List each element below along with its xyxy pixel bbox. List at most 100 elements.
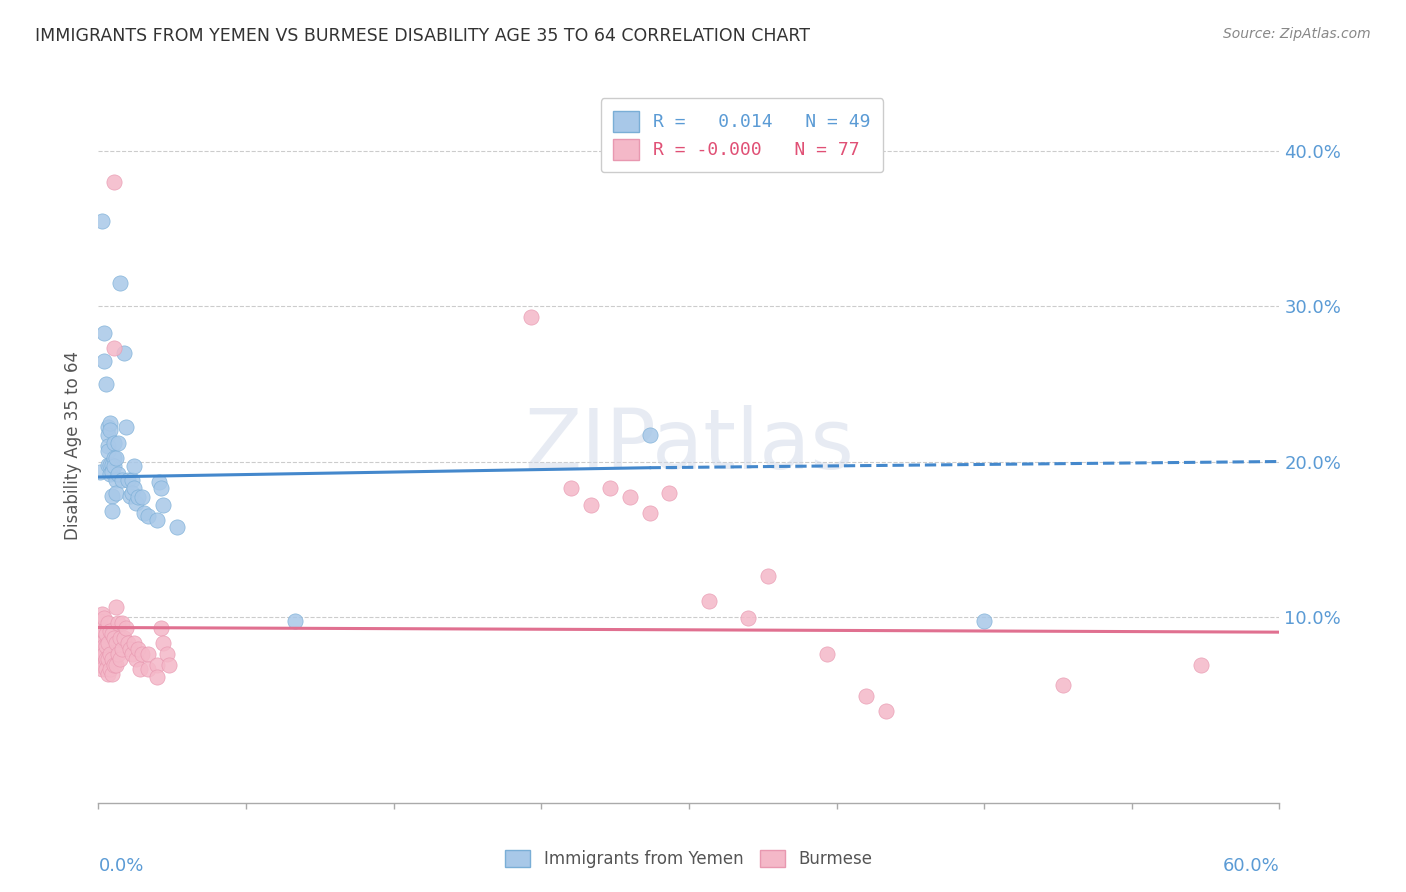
Point bbox=[108, 632, 131, 646]
Text: ZIPatlas: ZIPatlas bbox=[524, 406, 853, 486]
Point bbox=[121, 473, 143, 487]
Point bbox=[117, 473, 139, 487]
Point bbox=[105, 451, 128, 466]
Point bbox=[89, 636, 111, 650]
Point bbox=[855, 689, 877, 703]
Point bbox=[96, 662, 118, 676]
Point bbox=[101, 626, 124, 640]
Point bbox=[98, 624, 121, 638]
Point bbox=[97, 458, 120, 472]
Point bbox=[157, 657, 180, 672]
Point bbox=[284, 615, 307, 629]
Point bbox=[107, 436, 129, 450]
Point bbox=[136, 508, 159, 523]
Point bbox=[93, 611, 115, 625]
Point bbox=[105, 600, 128, 615]
Point bbox=[101, 458, 124, 472]
Point bbox=[115, 420, 138, 434]
Point bbox=[91, 636, 114, 650]
Point bbox=[117, 636, 139, 650]
Legend: Immigrants from Yemen, Burmese: Immigrants from Yemen, Burmese bbox=[499, 843, 879, 875]
Point bbox=[128, 662, 150, 676]
Point bbox=[98, 416, 121, 430]
Point bbox=[101, 504, 124, 518]
Point bbox=[122, 481, 145, 495]
Point bbox=[97, 667, 120, 681]
Point bbox=[619, 490, 641, 504]
Point bbox=[98, 467, 121, 481]
Point bbox=[97, 420, 120, 434]
Point bbox=[560, 481, 582, 495]
Point bbox=[131, 647, 153, 661]
Point bbox=[91, 214, 114, 228]
Point bbox=[101, 651, 124, 665]
Point bbox=[127, 490, 149, 504]
Point bbox=[93, 639, 115, 653]
Point bbox=[97, 439, 120, 453]
Legend: R =   0.014   N = 49, R = -0.000   N = 77: R = 0.014 N = 49, R = -0.000 N = 77 bbox=[600, 98, 883, 172]
Point bbox=[756, 569, 779, 583]
Point bbox=[89, 651, 111, 665]
Point bbox=[127, 642, 149, 657]
Point bbox=[101, 667, 124, 681]
Text: 60.0%: 60.0% bbox=[1223, 857, 1279, 875]
Point bbox=[146, 657, 169, 672]
Point bbox=[121, 647, 143, 661]
Point bbox=[107, 615, 129, 630]
Point bbox=[96, 639, 118, 653]
Point bbox=[103, 451, 125, 466]
Point bbox=[103, 341, 125, 355]
Y-axis label: Disability Age 35 to 64: Disability Age 35 to 64 bbox=[65, 351, 83, 541]
Point bbox=[93, 326, 115, 340]
Point bbox=[89, 657, 111, 672]
Point bbox=[115, 620, 138, 634]
Point bbox=[131, 490, 153, 504]
Point bbox=[118, 642, 141, 657]
Point bbox=[103, 632, 125, 646]
Point bbox=[96, 651, 118, 665]
Point bbox=[91, 620, 114, 634]
Point bbox=[152, 636, 174, 650]
Point bbox=[973, 615, 995, 629]
Point bbox=[98, 424, 121, 438]
Point bbox=[93, 647, 115, 661]
Point bbox=[93, 353, 115, 368]
Point bbox=[96, 626, 118, 640]
Point bbox=[125, 496, 148, 510]
Point bbox=[150, 620, 173, 634]
Point bbox=[91, 607, 114, 621]
Point bbox=[107, 647, 129, 661]
Point bbox=[1189, 657, 1212, 672]
Point bbox=[125, 651, 148, 665]
Point bbox=[97, 651, 120, 665]
Point bbox=[148, 475, 170, 489]
Point bbox=[121, 485, 143, 500]
Point bbox=[152, 498, 174, 512]
Point bbox=[89, 622, 111, 636]
Point bbox=[89, 466, 111, 480]
Point bbox=[107, 467, 129, 481]
Point bbox=[89, 642, 111, 657]
Point bbox=[97, 615, 120, 630]
Point bbox=[697, 594, 720, 608]
Point bbox=[93, 624, 115, 638]
Point bbox=[98, 647, 121, 661]
Point bbox=[658, 485, 681, 500]
Point bbox=[166, 519, 188, 533]
Point bbox=[103, 657, 125, 672]
Point bbox=[132, 506, 155, 520]
Point bbox=[112, 346, 135, 360]
Point bbox=[111, 473, 134, 487]
Point bbox=[103, 459, 125, 474]
Point bbox=[118, 489, 141, 503]
Text: Source: ZipAtlas.com: Source: ZipAtlas.com bbox=[1223, 27, 1371, 41]
Point bbox=[146, 670, 169, 684]
Point bbox=[111, 642, 134, 657]
Point bbox=[101, 489, 124, 503]
Point bbox=[122, 636, 145, 650]
Point bbox=[112, 632, 135, 646]
Point bbox=[638, 428, 661, 442]
Text: IMMIGRANTS FROM YEMEN VS BURMESE DISABILITY AGE 35 TO 64 CORRELATION CHART: IMMIGRANTS FROM YEMEN VS BURMESE DISABIL… bbox=[35, 27, 810, 45]
Point bbox=[91, 647, 114, 661]
Point bbox=[136, 647, 159, 661]
